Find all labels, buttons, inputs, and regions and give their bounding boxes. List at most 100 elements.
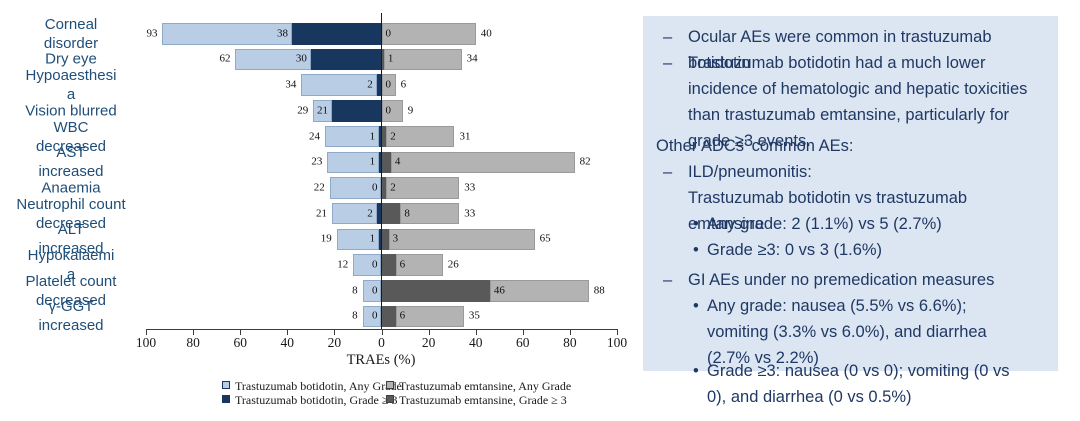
bar-botidotin-grade3 — [332, 100, 382, 122]
note-text-line: vomiting (3.3% vs 6.0%), and diarrhea — [707, 323, 987, 341]
legend-item: Trastuzumab emtansine, Grade ≥ 3 — [386, 394, 571, 407]
value-emtansine-grade3: 2 — [390, 130, 396, 143]
category-label-line: a — [66, 266, 76, 284]
note-text-line: Grade ≥3: nausea (0 vs 0); vomiting (0 v… — [707, 362, 1010, 380]
note-text: Trastuzumab botidotin vs trastuzumab emta… — [688, 185, 1054, 237]
value-emtansine-any-grade: 9 — [407, 104, 414, 117]
bar-emtansine-grade3 — [381, 151, 391, 173]
value-emtansine-any-grade: 33 — [464, 181, 476, 194]
value-botidotin-grade3: 1 — [369, 130, 376, 143]
category-label-line: decreased — [35, 137, 107, 155]
bar-emtansine-grade3 — [381, 48, 384, 71]
category-label-line: decreased — [35, 291, 107, 309]
value-emtansine-grade3: 0 — [385, 78, 392, 91]
category-label-line: ALT — [57, 221, 85, 239]
bar-emtansine-any-grade — [489, 280, 589, 302]
x-axis-tick-label: 20 — [327, 335, 342, 350]
category-label-line: Dry eye — [45, 50, 97, 68]
legend-label: Trastuzumab botidotin, Any Grade — [235, 379, 402, 393]
dash-bullet-marker: – — [663, 271, 673, 289]
value-botidotin-grade3: 30 — [295, 52, 307, 65]
value-emtansine-any-grade: 82 — [579, 155, 591, 168]
note-text-line: GI AEs under no premedication measures — [688, 271, 995, 289]
value-botidotin-any-grade: 8 — [352, 284, 358, 297]
note-text-line: Trastuzumab botidotin vs trastuzumab — [688, 189, 968, 207]
note-text: GI AEs under no premedication measures — [688, 267, 1054, 293]
category-label-line: increased — [38, 317, 104, 335]
traes-diverging-bar-chart: Corneal disorder 93 38 0 40 Dry eye 62 30 1 34 Hypo… — [4, 13, 627, 407]
note-text-line: Trastuzumab botidotin had a much lower — [688, 54, 986, 72]
bar-emtansine-grade3 — [381, 305, 396, 328]
bar-botidotin-any-grade — [324, 125, 380, 148]
notes-panel: – Ocular AEs were common in trastuzumab bo… — [643, 16, 1058, 406]
x-axis-tick-label: 100 — [135, 335, 157, 350]
note-dash: – Trastuzumab botidotin had a much lower i… — [643, 50, 1058, 150]
value-emtansine-grade3: 2 — [390, 181, 396, 194]
bar-botidotin-any-grade — [313, 100, 333, 122]
x-axis-tick — [617, 329, 618, 335]
bar-emtansine-any-grade — [400, 202, 460, 225]
category-label: Hypokalaemi a — [4, 246, 138, 284]
note-text: Any grade: nausea (5.5% vs 6.6%); vomitin… — [707, 293, 1037, 371]
value-emtansine-grade3: 1 — [387, 52, 394, 65]
value-botidotin-grade3: 21 — [317, 104, 329, 117]
value-botidotin-any-grade: 23 — [311, 155, 323, 168]
value-emtansine-any-grade: 26 — [447, 258, 459, 271]
note-heading: Other ADCs’ common AEs: — [643, 133, 1058, 159]
zero-axis-line — [380, 13, 383, 329]
value-emtansine-grade3: 0 — [385, 104, 392, 117]
bar-emtansine-any-grade — [388, 228, 535, 251]
note-text-line: Ocular AEs were common in trastuzumab — [688, 28, 992, 46]
note-text-line: Any grade: 2 (1.1%) vs 5 (2.7%) — [707, 215, 942, 233]
value-emtansine-grade3: 4 — [394, 155, 401, 168]
bar-botidotin-any-grade — [235, 48, 311, 71]
legend-item: Trastuzumab emtansine, Any Grade — [386, 380, 571, 393]
note-bullet: • Grade ≥3: nausea (0 vs 0); vomiting (0 … — [643, 358, 1058, 410]
category-label-line: Platelet count — [25, 272, 117, 290]
bar-botidotin-any-grade — [162, 23, 292, 45]
value-emtansine-any-grade: 88 — [593, 284, 605, 297]
x-axis-tick-label: 80 — [563, 335, 577, 350]
note-text-line: emtansine — [688, 215, 765, 233]
x-axis-tick-label: 20 — [421, 335, 436, 350]
bar-emtansine-any-grade — [386, 125, 455, 148]
bar-botidotin-any-grade — [336, 228, 380, 251]
note-text-line: 0), and diarrhea (0 vs 0.5%) — [707, 388, 912, 406]
note-text-line: grade ≥3 events. — [688, 132, 811, 150]
legend-swatch — [222, 381, 230, 389]
note-text-line: incidence of hematologic and hepatic tox… — [688, 80, 1028, 98]
value-emtansine-any-grade: 34 — [466, 52, 478, 65]
category-label-line: decreased — [35, 214, 107, 232]
category-label-line: Corneal — [44, 15, 98, 33]
category-label-line: increased — [38, 240, 104, 258]
value-botidotin-grade3: 1 — [369, 155, 376, 168]
value-botidotin-any-grade: 12 — [337, 258, 349, 271]
note-bullet: • Any grade: 2 (1.1%) vs 5 (2.7%) — [643, 211, 1058, 237]
bullet-bullet-marker: • — [693, 215, 699, 233]
bar-botidotin-any-grade — [332, 202, 377, 225]
x-axis-tick-label: 40 — [468, 335, 483, 350]
category-label-line: Anaemia — [41, 179, 101, 197]
category-label: ALT increased — [4, 220, 138, 258]
note-text-line: than trastuzumab emtansine, particularly… — [688, 106, 1009, 124]
value-botidotin-any-grade: 29 — [297, 104, 309, 117]
category-label-line: Vision blurred — [25, 102, 117, 120]
note-text-line: ILD/pneumonitis: — [688, 163, 812, 181]
value-botidotin-any-grade: 24 — [308, 130, 320, 143]
category-label-line: a — [66, 86, 76, 104]
x-axis-tick-label: 60 — [233, 335, 247, 350]
category-label-line: disorder — [43, 34, 99, 52]
x-axis-tick — [522, 329, 524, 335]
bar-botidotin-any-grade — [327, 151, 380, 173]
dash-bullet-marker: – — [663, 163, 673, 181]
bar-emtansine-grade3 — [381, 125, 387, 148]
value-botidotin-grade3: 0 — [372, 181, 378, 194]
value-botidotin-grade3: 2 — [367, 207, 373, 220]
legend-label: Trastuzumab botidotin, Grade ≥ 3 — [235, 393, 398, 407]
x-axis-tick — [334, 329, 336, 335]
legend-swatch — [386, 381, 394, 389]
category-label-line: increased — [38, 163, 104, 181]
legend-label: Trastuzumab emtansine, Any Grade — [399, 379, 572, 393]
value-emtansine-grade3: 3 — [392, 232, 399, 245]
legend-swatch — [222, 395, 230, 403]
